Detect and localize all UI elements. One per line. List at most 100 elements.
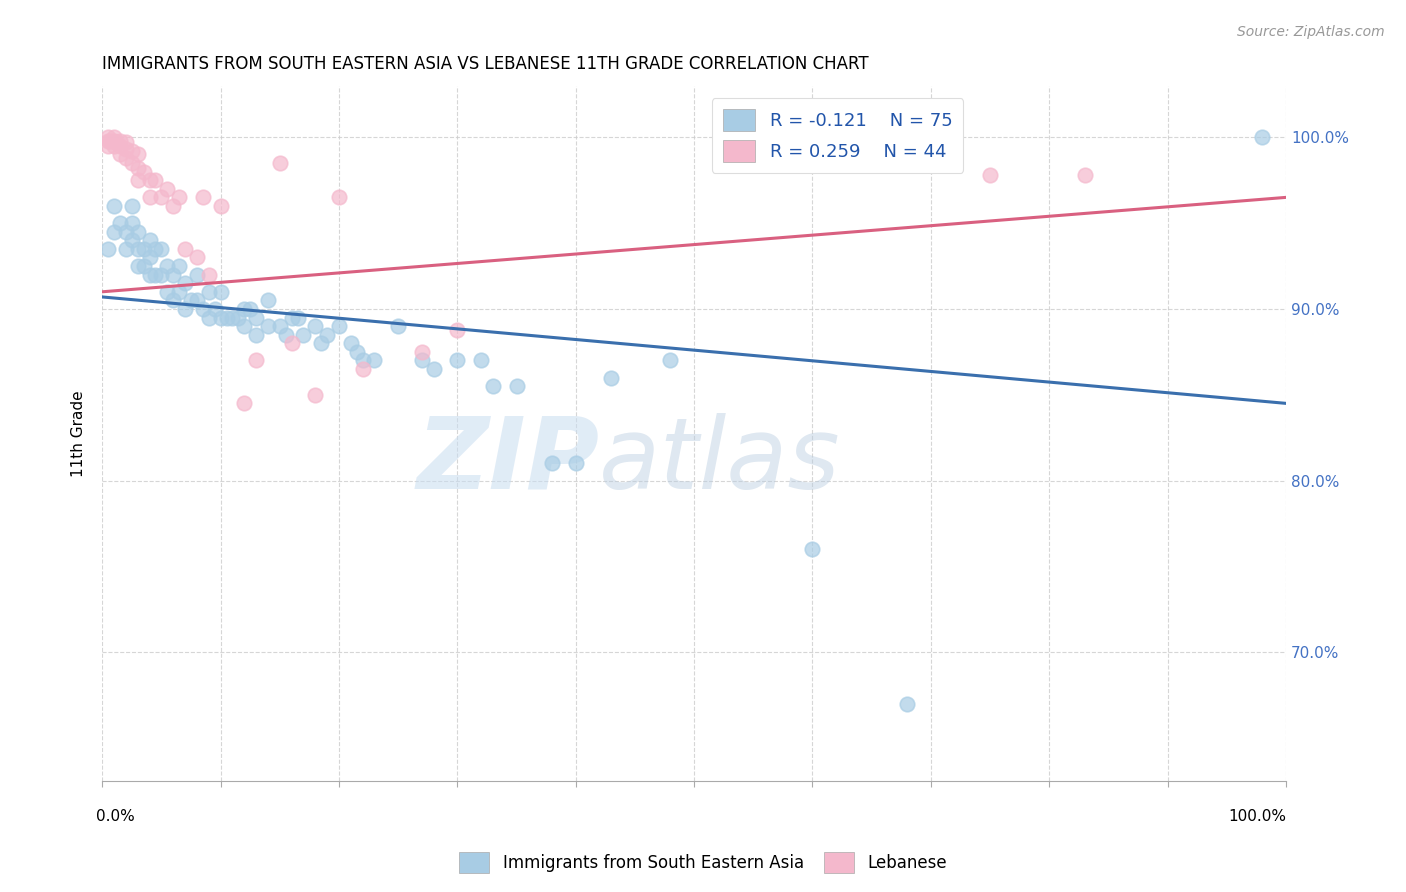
Point [162,293,184,308]
Point [801,542,824,557]
Point [115,142,138,156]
Point [167,190,190,204]
Point [411,344,433,359]
Point [197,285,219,299]
Point [659,353,682,368]
Point [197,268,219,282]
Point [162,199,184,213]
Point [138,268,160,282]
Point [103,199,125,213]
Point [115,242,138,256]
Point [150,268,173,282]
Point [215,310,238,325]
Text: Source: ZipAtlas.com: Source: ZipAtlas.com [1237,25,1385,39]
Point [103,134,125,148]
Point [292,327,315,342]
Point [346,344,368,359]
Point [221,310,243,325]
Point [115,136,138,150]
Point [121,216,143,230]
Point [422,362,444,376]
Text: 100.0%: 100.0% [1227,809,1286,824]
Point [245,327,267,342]
Point [245,310,267,325]
Point [121,199,143,213]
Point [127,225,149,239]
Point [197,310,219,325]
Point [167,285,190,299]
Point [363,353,385,368]
Point [191,301,214,316]
Point [742,156,765,170]
Point [145,173,167,187]
Point [108,134,131,148]
Point [186,268,208,282]
Point [138,173,160,187]
Point [233,396,256,410]
Point [328,319,350,334]
Point [564,457,586,471]
Point [108,216,131,230]
Point [257,293,280,308]
Legend: R = -0.121    N = 75, R = 0.259    N = 44: R = -0.121 N = 75, R = 0.259 N = 44 [711,98,963,173]
Point [979,168,1001,182]
Point [470,353,492,368]
Point [896,697,918,711]
Point [97,139,120,153]
Point [446,353,468,368]
Point [103,225,125,239]
Point [180,293,202,308]
Point [600,370,623,384]
Point [108,139,131,153]
Point [446,322,468,336]
Point [156,259,179,273]
Point [121,233,143,247]
Point [138,190,160,204]
Point [257,319,280,334]
Point [115,225,138,239]
Point [97,134,120,148]
Point [156,285,179,299]
Point [108,147,131,161]
Text: atlas: atlas [599,413,841,509]
Text: 0.0%: 0.0% [96,809,135,824]
Point [209,199,232,213]
Point [156,182,179,196]
Point [411,353,433,368]
Point [186,293,208,308]
Point [352,353,374,368]
Point [209,310,232,325]
Point [304,319,326,334]
Point [97,242,120,256]
Point [233,319,256,334]
Point [103,130,125,145]
Point [340,336,363,351]
Point [228,310,250,325]
Point [174,242,197,256]
Point [280,336,302,351]
Point [239,301,262,316]
Point [309,336,332,351]
Text: ZIP: ZIP [416,413,599,509]
Point [97,130,120,145]
Point [132,259,155,273]
Point [191,190,214,204]
Point [145,242,167,256]
Point [127,147,149,161]
Point [482,379,505,393]
Point [115,151,138,165]
Y-axis label: 11th Grade: 11th Grade [72,390,86,476]
Point [127,161,149,176]
Point [1251,130,1274,145]
Point [100,134,122,148]
Point [316,327,339,342]
Point [245,353,267,368]
Legend: Immigrants from South Eastern Asia, Lebanese: Immigrants from South Eastern Asia, Leba… [453,846,953,880]
Point [287,310,309,325]
Point [132,164,155,178]
Point [269,156,291,170]
Point [167,259,190,273]
Point [121,144,143,158]
Point [127,242,149,256]
Point [127,259,149,273]
